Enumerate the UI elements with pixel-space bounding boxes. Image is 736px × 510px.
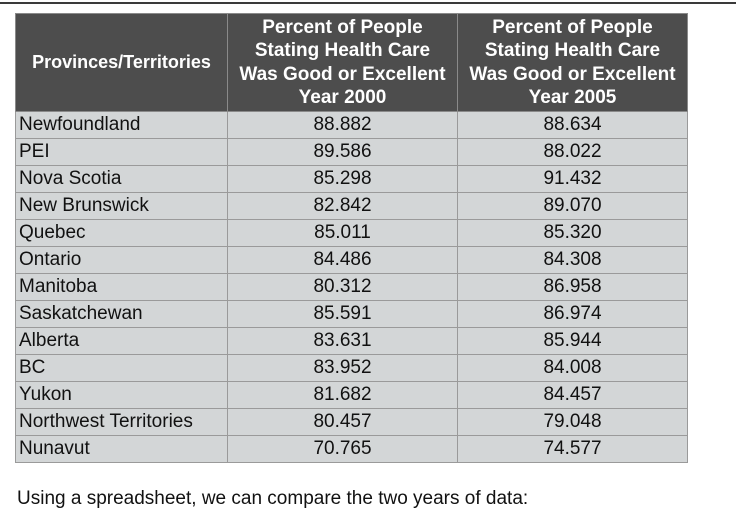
table-row: BC 83.952 84.008 bbox=[15, 354, 688, 382]
header-year-2000-line: Percent of People bbox=[262, 16, 423, 38]
header-year-2005-line: Was Good or Excellent bbox=[469, 63, 676, 85]
year-2005-value: 86.974 bbox=[457, 300, 688, 328]
table-row: Quebec 85.011 85.320 bbox=[15, 219, 688, 247]
header-year-2005: Percent of People Stating Health Care Wa… bbox=[457, 13, 688, 112]
year-2000-value: 80.312 bbox=[227, 273, 458, 301]
year-2005-value: 89.070 bbox=[457, 192, 688, 220]
province-cell: Ontario bbox=[15, 246, 228, 274]
table-row: Nunavut 70.765 74.577 bbox=[15, 435, 688, 463]
year-2000-value: 88.882 bbox=[227, 111, 458, 139]
header-year-2000-line: Was Good or Excellent bbox=[239, 63, 446, 85]
year-2005-value: 74.577 bbox=[457, 435, 688, 463]
table-row: Northwest Territories 80.457 79.048 bbox=[15, 408, 688, 436]
year-2000-value: 84.486 bbox=[227, 246, 458, 274]
province-cell: Alberta bbox=[15, 327, 228, 355]
header-year-2005-line: Percent of People bbox=[492, 16, 653, 38]
table-row: PEI 89.586 88.022 bbox=[15, 138, 688, 166]
header-year-2000-line: Year 2000 bbox=[298, 87, 387, 108]
year-2005-value: 85.320 bbox=[457, 219, 688, 247]
year-2000-value: 83.952 bbox=[227, 354, 458, 382]
year-2005-value: 88.022 bbox=[457, 138, 688, 166]
year-2005-value: 79.048 bbox=[457, 408, 688, 436]
year-2000-value: 85.298 bbox=[227, 165, 458, 193]
year-2005-value: 85.944 bbox=[457, 327, 688, 355]
province-cell: Yukon bbox=[15, 381, 228, 409]
year-2005-value: 84.008 bbox=[457, 354, 688, 382]
year-2000-value: 85.591 bbox=[227, 300, 458, 328]
table-row: Nova Scotia 85.298 91.432 bbox=[15, 165, 688, 193]
province-cell: Northwest Territories bbox=[15, 408, 228, 436]
year-2005-value: 91.432 bbox=[457, 165, 688, 193]
header-year-2000-line: Stating Health Care bbox=[254, 40, 431, 61]
table-row: New Brunswick 82.842 89.070 bbox=[15, 192, 688, 220]
province-cell: Nova Scotia bbox=[15, 165, 228, 193]
header-year-2000: Percent of People Stating Health Care Wa… bbox=[227, 13, 458, 112]
top-divider bbox=[0, 2, 736, 4]
table-row: Newfoundland 88.882 88.634 bbox=[15, 111, 688, 139]
health-care-table: Provinces/Territories Percent of People … bbox=[15, 13, 688, 463]
table-header-row: Provinces/Territories Percent of People … bbox=[15, 13, 688, 112]
province-cell: Quebec bbox=[15, 219, 228, 247]
province-cell: Saskatchewan bbox=[15, 300, 228, 328]
table-row: Manitoba 80.312 86.958 bbox=[15, 273, 688, 301]
caption-text: Using a spreadsheet, we can compare the … bbox=[17, 488, 529, 509]
year-2005-value: 86.958 bbox=[457, 273, 688, 301]
province-cell: Nunavut bbox=[15, 435, 228, 463]
header-year-2005-line: Stating Health Care bbox=[484, 40, 661, 61]
year-2000-value: 85.011 bbox=[227, 219, 458, 247]
table-row: Yukon 81.682 84.457 bbox=[15, 381, 688, 409]
year-2000-value: 80.457 bbox=[227, 408, 458, 436]
year-2000-value: 81.682 bbox=[227, 381, 458, 409]
table-row: Alberta 83.631 85.944 bbox=[15, 327, 688, 355]
year-2005-value: 84.308 bbox=[457, 246, 688, 274]
table-row: Ontario 84.486 84.308 bbox=[15, 246, 688, 274]
year-2000-value: 83.631 bbox=[227, 327, 458, 355]
header-year-2005-line: Year 2005 bbox=[528, 87, 617, 108]
province-cell: Newfoundland bbox=[15, 111, 228, 139]
province-cell: Manitoba bbox=[15, 273, 228, 301]
year-2000-value: 82.842 bbox=[227, 192, 458, 220]
year-2005-value: 84.457 bbox=[457, 381, 688, 409]
year-2000-value: 89.586 bbox=[227, 138, 458, 166]
year-2000-value: 70.765 bbox=[227, 435, 458, 463]
province-cell: New Brunswick bbox=[15, 192, 228, 220]
province-cell: PEI bbox=[15, 138, 228, 166]
table-row: Saskatchewan 85.591 86.974 bbox=[15, 300, 688, 328]
year-2005-value: 88.634 bbox=[457, 111, 688, 139]
header-provinces: Provinces/Territories bbox=[15, 13, 228, 112]
province-cell: BC bbox=[15, 354, 228, 382]
